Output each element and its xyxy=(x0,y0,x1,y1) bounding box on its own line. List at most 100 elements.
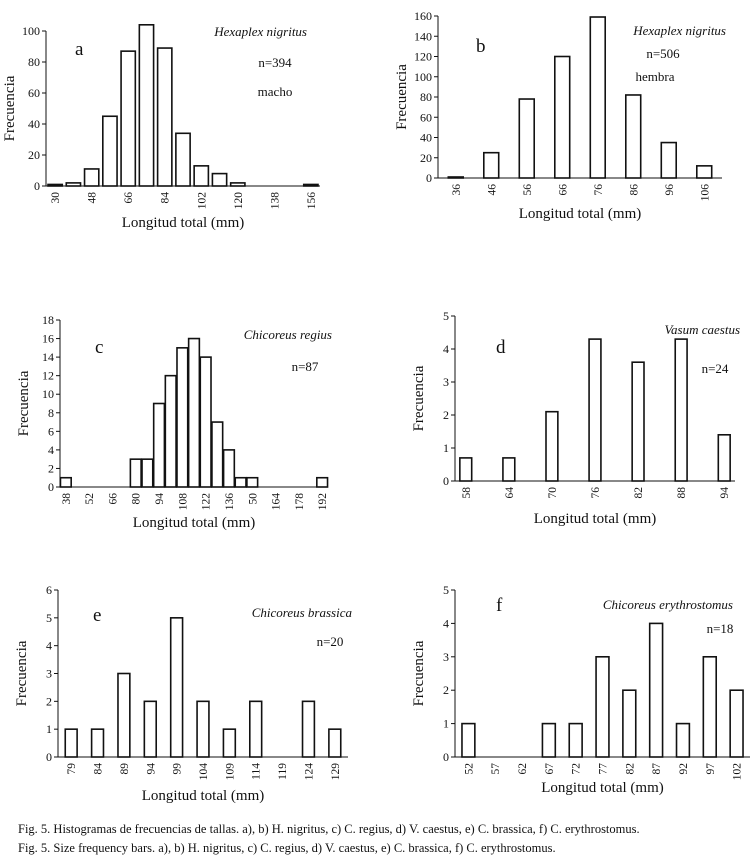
y-tick-label: 8 xyxy=(48,406,54,420)
histogram-bar xyxy=(541,722,557,758)
histogram-bar xyxy=(196,700,210,758)
histogram-bar xyxy=(83,168,100,187)
y-tick-label: 4 xyxy=(48,443,54,457)
y-tick-label: 100 xyxy=(22,24,40,38)
histogram-bar xyxy=(246,476,259,488)
histogram-bar xyxy=(660,141,678,179)
histogram-bar xyxy=(222,728,237,758)
histogram-bar xyxy=(211,421,224,488)
y-tick-label: 2 xyxy=(48,461,54,475)
histogram-bar xyxy=(459,457,473,482)
species-title: Hexaplex nigritus xyxy=(632,23,726,38)
x-tick-label: 66 xyxy=(557,184,569,196)
y-tick-label: 0 xyxy=(34,179,40,193)
panel-annotation: macho xyxy=(258,84,293,99)
y-tick-label: 100 xyxy=(414,70,432,84)
x-tick-label: 57 xyxy=(490,763,502,775)
x-tick-label: 119 xyxy=(277,763,289,780)
histogram-bar xyxy=(234,476,247,488)
histogram-bar xyxy=(461,722,476,758)
x-tick-label: 97 xyxy=(705,763,717,775)
y-tick-label: 16 xyxy=(42,332,54,346)
x-axis-label: Longitud total (mm) xyxy=(541,780,663,796)
histogram-bar xyxy=(229,182,246,187)
y-tick-label: 0 xyxy=(46,750,52,764)
y-tick-label: 0 xyxy=(443,750,449,764)
histogram-bar xyxy=(624,94,642,179)
y-tick-label: 2 xyxy=(443,683,449,697)
x-tick-label: 114 xyxy=(251,763,263,780)
x-tick-label: 62 xyxy=(517,763,529,775)
y-tick-label: 5 xyxy=(46,611,52,625)
x-tick-label: 94 xyxy=(719,487,731,499)
y-tick-label: 5 xyxy=(443,583,449,597)
x-axis-label: Longitud total (mm) xyxy=(534,511,656,527)
x-tick-label: 66 xyxy=(107,493,119,505)
x-tick-label: 80 xyxy=(131,493,143,505)
panel-letter: f xyxy=(496,595,503,616)
x-tick-label: 38 xyxy=(61,493,73,505)
histogram-panel-e: 0 1 2 3 4 5 6 79 84 89 94 99 104 109 114 119 124 129 Longi… xyxy=(14,583,352,804)
x-tick-label: 106 xyxy=(699,184,711,202)
x-tick-label: 94 xyxy=(145,763,157,775)
x-tick-label: 56 xyxy=(522,184,534,196)
x-tick-label: 58 xyxy=(461,487,473,499)
y-tick-label: 2 xyxy=(443,408,449,422)
y-tick-label: 120 xyxy=(414,50,432,64)
histogram-bar xyxy=(622,689,637,758)
x-tick-label: 102 xyxy=(732,763,744,781)
x-axis-label: Longitud total (mm) xyxy=(122,215,244,231)
x-tick-label: 138 xyxy=(269,192,281,210)
y-tick-label: 40 xyxy=(28,117,40,131)
histogram-bar xyxy=(502,457,516,482)
panel-annotation: n=20 xyxy=(317,634,344,649)
y-tick-label: 3 xyxy=(443,650,449,664)
y-tick-label: 1 xyxy=(443,441,449,455)
histogram-bar xyxy=(674,338,688,482)
histogram-bar xyxy=(59,476,72,488)
x-tick-label: 52 xyxy=(84,493,96,505)
x-tick-label: 129 xyxy=(330,763,342,781)
histogram-bar xyxy=(187,337,201,488)
species-title: Vasum caestus xyxy=(665,322,740,337)
x-tick-label: 82 xyxy=(624,763,636,775)
histogram-bar xyxy=(141,458,154,488)
histogram-bar xyxy=(120,50,137,187)
y-tick-label: 1 xyxy=(46,722,52,736)
x-tick-label: 89 xyxy=(119,763,131,775)
histogram-bar xyxy=(729,689,744,758)
x-tick-label: 88 xyxy=(676,487,688,499)
y-tick-label: 80 xyxy=(420,90,432,104)
x-tick-label: 124 xyxy=(303,763,315,781)
histogram-bar xyxy=(328,728,342,758)
x-tick-label: 99 xyxy=(172,763,184,775)
x-tick-label: 192 xyxy=(317,493,329,511)
y-tick-label: 20 xyxy=(28,148,40,162)
x-tick-label: 109 xyxy=(224,763,236,781)
histogram-bar xyxy=(702,655,718,758)
y-tick-label: 140 xyxy=(414,29,432,43)
x-tick-label: 77 xyxy=(598,763,610,775)
figure-caption-spanish: Fig. 5. Histogramas de frecuencias de ta… xyxy=(18,822,640,836)
x-tick-label: 122 xyxy=(201,493,213,511)
y-tick-label: 60 xyxy=(420,110,432,124)
histogram-bar xyxy=(169,617,184,758)
y-tick-label: 4 xyxy=(443,342,449,356)
x-tick-label: 70 xyxy=(547,487,559,499)
histogram-panel-f: 0 1 2 3 4 5 52 57 62 67 72 77 82 87 92 97 102 Longitud to… xyxy=(411,583,750,796)
histogram-bar xyxy=(65,182,82,187)
histogram-bar xyxy=(175,132,191,187)
x-tick-label: 178 xyxy=(294,493,306,511)
histogram-bar xyxy=(675,722,691,758)
y-tick-label: 18 xyxy=(42,313,54,327)
x-tick-label: 52 xyxy=(463,763,475,775)
y-tick-label: 160 xyxy=(414,9,432,23)
y-axis-label: Frecuencia xyxy=(2,75,18,141)
x-tick-label: 92 xyxy=(678,763,690,775)
panel-letter: a xyxy=(75,39,84,60)
histogram-bar xyxy=(143,700,158,758)
histogram-bar xyxy=(717,433,731,482)
y-tick-label: 6 xyxy=(46,583,52,597)
panel-annotation: n=506 xyxy=(646,46,680,61)
